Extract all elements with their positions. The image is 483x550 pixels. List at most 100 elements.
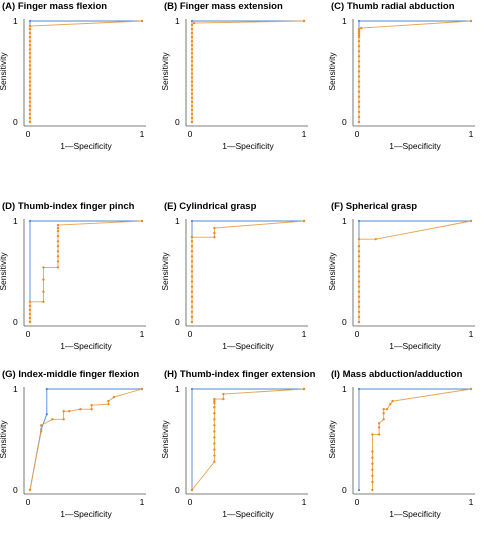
roc-point bbox=[357, 29, 361, 33]
roc-point bbox=[213, 436, 216, 439]
roc-point bbox=[56, 245, 60, 248]
roc-point bbox=[377, 422, 381, 425]
roc-point bbox=[371, 480, 374, 484]
reference-line bbox=[191, 388, 304, 490]
roc-point bbox=[62, 410, 65, 413]
x-tick-label: 0 bbox=[188, 129, 193, 139]
roc-point bbox=[190, 40, 194, 43]
y-tick-label: 0 bbox=[342, 485, 347, 495]
roc-point bbox=[385, 408, 389, 411]
roc-point bbox=[357, 90, 361, 93]
y-tick-label: 0 bbox=[342, 317, 347, 327]
reference-line bbox=[29, 220, 142, 322]
roc-point bbox=[28, 80, 32, 83]
roc-point bbox=[68, 410, 71, 413]
roc-point bbox=[190, 255, 194, 258]
roc-point bbox=[357, 265, 361, 268]
roc-point bbox=[382, 412, 385, 415]
roc-point bbox=[190, 64, 194, 67]
roc-point bbox=[28, 27, 32, 31]
reference-line bbox=[191, 220, 304, 322]
roc-point bbox=[190, 265, 194, 268]
roc-point bbox=[190, 112, 194, 116]
roc-point bbox=[190, 100, 194, 104]
reference-point bbox=[357, 19, 361, 23]
roc-point bbox=[391, 399, 394, 403]
roc-point bbox=[360, 26, 363, 30]
roc-panel-f: (F) Spherical grasp 1 00 1 1—Specificity Sens… bbox=[327, 201, 475, 351]
roc-point bbox=[190, 300, 194, 303]
y-tick-label: 1 bbox=[13, 384, 18, 394]
roc-point bbox=[56, 234, 60, 238]
roc-point bbox=[222, 392, 225, 396]
y-tick-label: 1 bbox=[175, 384, 180, 394]
roc-point bbox=[357, 275, 361, 278]
roc-point bbox=[56, 266, 60, 269]
roc-point bbox=[357, 320, 361, 324]
roc-point bbox=[107, 402, 110, 406]
y-axis-label: Sensitivity bbox=[0, 52, 8, 91]
x-tick-label: 1 bbox=[140, 497, 145, 507]
roc-point bbox=[28, 104, 32, 108]
roc-point bbox=[377, 433, 381, 436]
roc-point bbox=[357, 310, 361, 314]
roc-point bbox=[213, 454, 216, 457]
roc-point bbox=[213, 442, 216, 445]
roc-point bbox=[28, 24, 32, 28]
roc-point bbox=[190, 305, 194, 309]
roc-point bbox=[213, 412, 216, 415]
roc-panel-g: (G) Index-middle finger flexion 1 00 1 1—Spe… bbox=[0, 369, 146, 519]
roc-panel-h: (H) Thumb-index finger extension 1 00 1 1—Sp… bbox=[160, 369, 316, 519]
x-axis-label: 1—Specificity bbox=[222, 509, 274, 519]
roc-point bbox=[357, 27, 361, 31]
x-tick-label: 0 bbox=[355, 129, 360, 139]
roc-point bbox=[222, 397, 225, 401]
roc-point bbox=[190, 290, 194, 293]
roc-point bbox=[371, 433, 374, 436]
reference-line bbox=[29, 20, 142, 122]
roc-point bbox=[357, 75, 361, 78]
roc-curve-line bbox=[371, 388, 472, 490]
reference-point bbox=[190, 19, 194, 23]
x-tick-label: 0 bbox=[188, 329, 193, 339]
roc-point bbox=[190, 235, 194, 239]
roc-point bbox=[190, 245, 194, 248]
y-axis-label: Sensitivity bbox=[160, 252, 170, 291]
roc-point bbox=[357, 31, 361, 35]
roc-point bbox=[190, 23, 194, 27]
roc-point bbox=[382, 408, 385, 411]
roc-point bbox=[302, 219, 306, 223]
x-tick-label: 1 bbox=[302, 329, 307, 339]
roc-point bbox=[28, 312, 32, 316]
y-axis-label: Sensitivity bbox=[160, 420, 170, 459]
roc-point bbox=[371, 488, 374, 492]
roc-point bbox=[28, 76, 32, 79]
x-axis-label: 1—Specificity bbox=[389, 341, 441, 351]
roc-point bbox=[40, 430, 43, 433]
roc-point bbox=[28, 48, 32, 51]
reference-line bbox=[358, 220, 471, 322]
roc-point bbox=[357, 285, 361, 288]
y-tick-label: 1 bbox=[175, 216, 180, 226]
roc-point bbox=[377, 426, 381, 429]
panel-title: (G) Index-middle finger flexion bbox=[2, 369, 139, 380]
roc-point bbox=[190, 250, 194, 253]
roc-point bbox=[28, 64, 32, 67]
roc-point bbox=[371, 450, 374, 453]
roc-point bbox=[190, 260, 194, 263]
roc-point bbox=[90, 403, 93, 407]
roc-point bbox=[56, 260, 60, 263]
roc-point bbox=[42, 266, 45, 269]
roc-curve-line bbox=[191, 20, 305, 122]
roc-point bbox=[213, 460, 216, 463]
y-axis-label: Sensitivity bbox=[160, 52, 170, 91]
roc-curve-line bbox=[29, 220, 143, 322]
y-tick-label: 0 bbox=[175, 117, 180, 127]
roc-point bbox=[28, 112, 32, 116]
roc-point bbox=[371, 468, 374, 471]
reference-point bbox=[190, 387, 194, 391]
y-tick-label: 1 bbox=[13, 16, 18, 26]
roc-point bbox=[190, 27, 194, 31]
roc-point bbox=[213, 401, 216, 405]
